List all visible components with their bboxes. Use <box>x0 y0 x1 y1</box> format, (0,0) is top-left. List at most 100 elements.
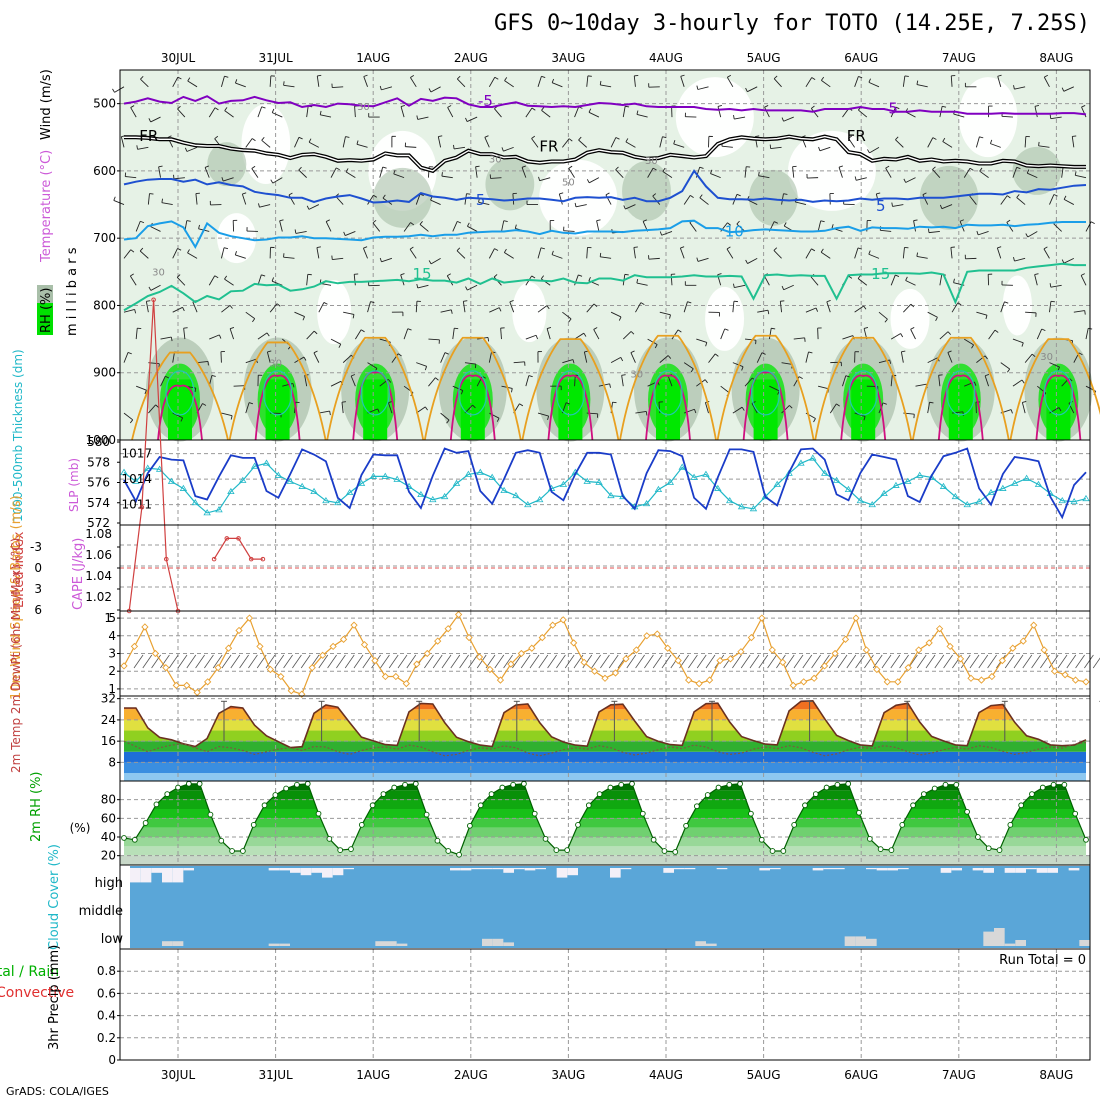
wind-barb-flag <box>409 246 414 250</box>
wind-barb <box>854 247 859 259</box>
wind10m-barb <box>186 654 197 669</box>
wind-barb-flag <box>773 247 778 251</box>
wind-barb <box>400 106 405 118</box>
wind-barb <box>221 304 231 313</box>
precip-panel: 0.8 0.6 0.4 0.2 0 Total / Rain Convective 3h… <box>0 945 1091 1067</box>
wind-barb <box>330 380 342 387</box>
wind-barb <box>916 256 928 259</box>
high-cloud-bar <box>332 868 344 876</box>
wind-barb-flag <box>474 364 477 369</box>
wind10m-marker <box>496 676 505 684</box>
wind-barb <box>367 362 378 369</box>
wind-barb <box>478 201 490 205</box>
rh2m-marker <box>1039 784 1046 791</box>
wind-barb <box>988 329 996 340</box>
wind-barb <box>183 328 186 340</box>
wind-barb-flag <box>112 88 115 93</box>
wind-barb <box>662 171 673 179</box>
rh2m-marker <box>456 851 462 858</box>
wind-barb <box>531 138 539 148</box>
wind-barb <box>136 385 147 391</box>
isotherm-20-arc <box>521 338 620 441</box>
wind-barb <box>795 201 807 205</box>
wind-barb <box>568 168 575 178</box>
wind-barb-flag <box>540 247 546 250</box>
wind-barb-flag <box>620 357 624 362</box>
wind-barb-flag <box>398 353 402 357</box>
wind10m-marker <box>873 665 881 674</box>
wind-barb <box>381 86 393 91</box>
wind-barb <box>905 111 916 118</box>
wind-barb <box>744 338 757 341</box>
wind-barb-flag <box>370 301 375 304</box>
dry-region <box>317 280 352 345</box>
high-cloud-bar <box>716 868 728 870</box>
wind-barb-flag <box>848 275 853 279</box>
wind-barb <box>342 136 346 148</box>
wind10m-marker <box>946 642 954 651</box>
wind-barb-flag <box>261 274 266 277</box>
rh2m-marker <box>499 784 506 791</box>
lifted-index-marker <box>248 556 254 562</box>
wind-barb <box>308 141 320 148</box>
thickness-marker <box>322 496 330 504</box>
moist-region <box>373 167 432 228</box>
wind-barb <box>140 78 149 88</box>
wind-barb-flag <box>456 75 461 80</box>
slp-thickness-lines <box>120 447 1090 520</box>
contour-label: 30 <box>269 358 282 369</box>
wind10m-marker <box>224 644 233 652</box>
rh2m-marker <box>856 809 862 816</box>
isotherm-line <box>123 219 1086 249</box>
wind-barb <box>915 383 927 387</box>
wind-barb <box>928 231 940 234</box>
wind10m-marker <box>475 653 484 661</box>
wind-barb <box>150 116 161 123</box>
wind-barb-flag <box>889 359 892 364</box>
wind-barb-flag <box>155 404 159 408</box>
cape-tick-label: 1.02 <box>85 590 112 604</box>
wind-barb <box>147 193 150 205</box>
rh2m-marker <box>412 780 419 787</box>
wind-barb <box>241 193 247 205</box>
wind-barb <box>647 167 654 178</box>
wind10m-barb <box>749 654 760 669</box>
rh2m-marker <box>488 791 495 797</box>
high-cloud-bar <box>503 868 514 873</box>
wind-barb-flag <box>158 165 163 168</box>
wind-barb-flag <box>1049 114 1052 119</box>
bottom-date-label: 7AUG <box>942 1068 976 1082</box>
wind10m-barb <box>388 654 399 669</box>
wind-barb <box>114 86 125 93</box>
wind-barb-flag <box>863 327 869 329</box>
wind-barb-flag <box>503 248 507 253</box>
wind-barb <box>734 284 746 289</box>
wind-barb <box>779 301 783 313</box>
wind-barb-flag <box>745 259 748 264</box>
wind-barb <box>586 75 589 87</box>
wind10m-barb <box>688 654 698 669</box>
wind-barb-flag <box>989 139 993 144</box>
wind-barb <box>1049 301 1052 313</box>
wind-barb-flag <box>1044 74 1049 78</box>
slp-line <box>123 447 1087 520</box>
wind-barb-flag <box>316 246 321 248</box>
wind-barb <box>854 76 859 87</box>
wind-barb <box>747 257 758 264</box>
wind-barb <box>588 177 600 184</box>
wind10m-marker <box>779 658 787 666</box>
wind-barb-flag <box>204 165 209 168</box>
wind-barb <box>1021 402 1026 414</box>
wind10m-marker <box>601 674 609 682</box>
wind-barb <box>622 106 626 118</box>
wind-barb-flag <box>939 204 943 209</box>
wind-barb <box>123 352 129 363</box>
axis-tick-label: 572 <box>87 516 110 530</box>
wind-barb <box>316 75 320 87</box>
pressure-axis: 500 600 700 800 900 1000 <box>85 97 120 447</box>
wind-barb <box>805 351 809 363</box>
wind-barb <box>890 274 896 286</box>
rh2m-marker <box>748 810 754 817</box>
upper-air-wind-barbs <box>112 74 1097 424</box>
wind-barb <box>381 257 393 263</box>
